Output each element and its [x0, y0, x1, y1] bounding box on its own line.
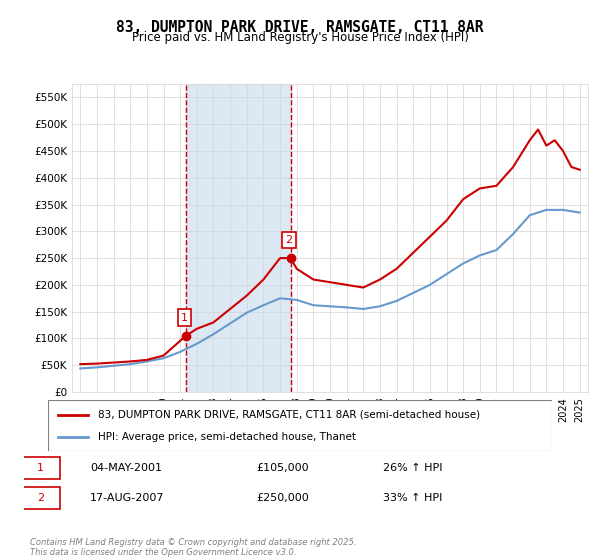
Text: 83, DUMPTON PARK DRIVE, RAMSGATE, CT11 8AR: 83, DUMPTON PARK DRIVE, RAMSGATE, CT11 8… — [116, 20, 484, 35]
Text: 2: 2 — [37, 493, 44, 503]
FancyBboxPatch shape — [21, 457, 60, 479]
Text: 26% ↑ HPI: 26% ↑ HPI — [383, 463, 442, 473]
Text: 33% ↑ HPI: 33% ↑ HPI — [383, 493, 442, 503]
Text: 2: 2 — [286, 235, 293, 245]
Text: 83, DUMPTON PARK DRIVE, RAMSGATE, CT11 8AR (semi-detached house): 83, DUMPTON PARK DRIVE, RAMSGATE, CT11 8… — [98, 409, 481, 419]
FancyBboxPatch shape — [21, 487, 60, 509]
Text: Price paid vs. HM Land Registry's House Price Index (HPI): Price paid vs. HM Land Registry's House … — [131, 31, 469, 44]
Text: 04-MAY-2001: 04-MAY-2001 — [90, 463, 162, 473]
Text: Contains HM Land Registry data © Crown copyright and database right 2025.
This d: Contains HM Land Registry data © Crown c… — [30, 538, 356, 557]
Text: 17-AUG-2007: 17-AUG-2007 — [90, 493, 165, 503]
Text: £105,000: £105,000 — [256, 463, 308, 473]
Text: 1: 1 — [37, 463, 44, 473]
FancyBboxPatch shape — [48, 400, 552, 451]
Text: 1: 1 — [181, 312, 188, 323]
Bar — [186, 84, 290, 392]
Text: £250,000: £250,000 — [256, 493, 308, 503]
Text: HPI: Average price, semi-detached house, Thanet: HPI: Average price, semi-detached house,… — [98, 432, 356, 442]
